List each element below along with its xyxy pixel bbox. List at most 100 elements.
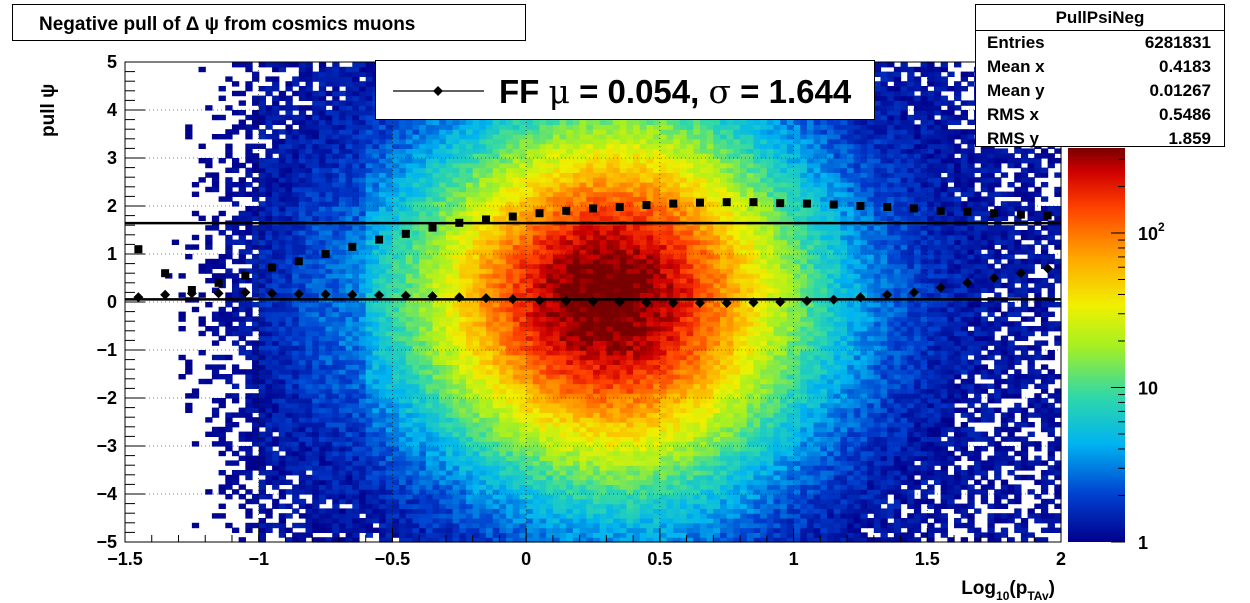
heatmap-cell xyxy=(238,302,246,308)
heatmap-cell xyxy=(552,340,561,346)
heatmap-cell xyxy=(312,167,320,173)
heatmap-cell xyxy=(512,124,521,130)
heatmap-cell xyxy=(465,287,474,293)
heatmap-cell xyxy=(552,359,561,365)
heatmap-cell xyxy=(298,311,307,317)
heatmap-cell xyxy=(245,412,253,418)
heatmap-cell xyxy=(352,383,360,389)
heatmap-cell xyxy=(258,134,266,140)
heatmap-cell xyxy=(519,412,527,418)
heatmap-cell xyxy=(272,105,280,111)
heatmap-cell xyxy=(338,258,347,265)
heatmap-cell xyxy=(546,537,554,543)
heatmap-cell xyxy=(365,378,373,385)
heatmap-cell xyxy=(178,374,186,380)
heatmap-cell xyxy=(211,114,220,121)
heatmap-cell xyxy=(539,186,547,193)
heatmap-cell xyxy=(465,153,474,159)
heatmap-cell xyxy=(492,340,500,346)
heatmap-cell xyxy=(198,215,206,221)
heatmap-cell xyxy=(292,316,300,322)
heatmap-cell xyxy=(338,268,347,274)
heatmap-cell xyxy=(452,210,460,217)
heatmap-cell xyxy=(559,177,567,183)
heatmap-cell xyxy=(412,258,420,265)
heatmap-cell xyxy=(432,302,440,308)
heatmap-cell xyxy=(252,254,260,260)
heatmap-cell xyxy=(512,172,521,178)
heatmap-cell xyxy=(312,350,320,356)
heatmap-cell xyxy=(345,441,353,447)
heatmap-cell xyxy=(258,158,266,164)
heatmap-cell xyxy=(526,398,534,404)
heatmap-cell xyxy=(439,489,447,495)
heatmap-cell xyxy=(465,354,474,361)
heatmap-cell xyxy=(245,450,253,457)
heatmap-cell xyxy=(379,378,387,385)
heatmap-cell xyxy=(425,364,434,370)
heatmap-cell xyxy=(506,518,514,524)
heatmap-cell xyxy=(372,258,380,265)
heatmap-cell xyxy=(352,498,360,505)
heatmap-cell xyxy=(425,479,434,485)
heatmap-cell xyxy=(526,532,534,538)
heatmap-cell xyxy=(452,383,460,389)
heatmap-cell xyxy=(365,201,373,207)
heatmap-cell xyxy=(439,470,447,476)
heatmap-cell xyxy=(359,95,367,101)
heatmap-cell xyxy=(365,138,373,145)
heatmap-cell xyxy=(546,306,554,313)
heatmap-cell xyxy=(499,119,507,125)
heatmap-cell xyxy=(379,407,387,413)
heatmap-cell xyxy=(526,230,534,236)
heatmap-cell xyxy=(298,210,307,217)
heatmap-cell xyxy=(472,311,480,317)
heatmap-cell xyxy=(305,81,313,87)
heatmap-cell xyxy=(385,426,394,433)
heatmap-cell xyxy=(372,518,380,524)
heatmap-cell xyxy=(338,138,347,145)
heatmap-cell xyxy=(285,182,293,188)
heatmap-cell xyxy=(492,311,500,317)
heatmap-cell xyxy=(559,119,567,125)
heatmap-cell xyxy=(318,71,327,77)
heatmap-cell xyxy=(298,278,307,284)
heatmap-cell xyxy=(225,134,233,140)
heatmap-cell xyxy=(312,292,320,298)
heatmap-cell xyxy=(245,143,253,149)
heatmap-cell xyxy=(325,417,333,423)
heatmap-cell xyxy=(479,489,487,495)
heatmap-cell xyxy=(365,412,373,418)
heatmap-cell xyxy=(345,196,353,202)
heatmap-cell xyxy=(519,177,527,183)
heatmap-cell xyxy=(345,225,353,231)
heatmap-cell xyxy=(559,143,567,149)
heatmap-cell xyxy=(272,422,280,428)
heatmap-cell xyxy=(218,134,226,140)
heatmap-cell xyxy=(532,402,541,409)
heatmap-cell xyxy=(278,282,287,289)
heatmap-cell xyxy=(546,268,554,274)
heatmap-cell xyxy=(225,460,233,466)
heatmap-cell xyxy=(252,95,260,101)
heatmap-cell xyxy=(191,441,200,447)
heatmap-cell xyxy=(439,143,447,149)
heatmap-cell xyxy=(298,162,307,169)
heatmap-cell xyxy=(332,498,340,505)
heatmap-cell xyxy=(425,484,434,490)
heatmap-cell xyxy=(572,479,581,485)
heatmap-cell xyxy=(519,326,527,332)
heatmap-cell xyxy=(439,450,447,457)
heatmap-cell xyxy=(312,465,320,471)
heatmap-cell xyxy=(512,206,521,212)
heatmap-cell xyxy=(318,234,327,241)
heatmap-cell xyxy=(439,249,447,255)
heatmap-cell xyxy=(258,254,266,260)
heatmap-cell xyxy=(439,230,447,236)
heatmap-cell xyxy=(318,206,327,212)
heatmap-cell xyxy=(539,225,547,231)
heatmap-cell xyxy=(552,402,561,409)
heatmap-cell xyxy=(465,426,474,433)
heatmap-cell xyxy=(399,354,407,361)
heatmap-cell xyxy=(379,393,387,399)
